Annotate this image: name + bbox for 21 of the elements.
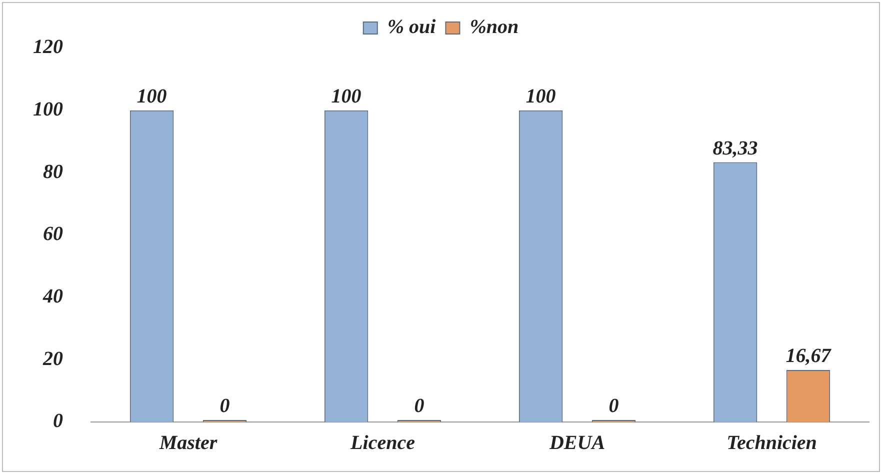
data-label: 100 xyxy=(136,86,167,108)
legend-label: %non xyxy=(470,16,519,38)
y-tick-label: 120 xyxy=(33,36,63,58)
y-tick-label: 40 xyxy=(42,286,63,308)
data-label: 100 xyxy=(331,86,362,108)
data-label: 0 xyxy=(414,395,424,418)
x-tick-label: Master xyxy=(158,432,218,454)
data-label: 0 xyxy=(220,395,230,418)
x-tick-label: Licence xyxy=(350,432,416,454)
data-label: 16,67 xyxy=(786,345,832,368)
data-label: 83,33 xyxy=(712,137,758,160)
y-tick-label: 0 xyxy=(53,410,63,432)
legend-label: % oui xyxy=(387,16,436,38)
x-tick-label: DEUA xyxy=(548,432,606,454)
y-tick-label: 20 xyxy=(42,348,63,370)
y-tick-label: 100 xyxy=(33,98,63,121)
x-tick-label: Technicien xyxy=(726,432,817,454)
data-label: 0 xyxy=(608,395,619,418)
y-tick-label: 80 xyxy=(43,160,63,183)
data-label: 100 xyxy=(526,86,556,108)
y-tick-label: 60 xyxy=(43,223,63,246)
